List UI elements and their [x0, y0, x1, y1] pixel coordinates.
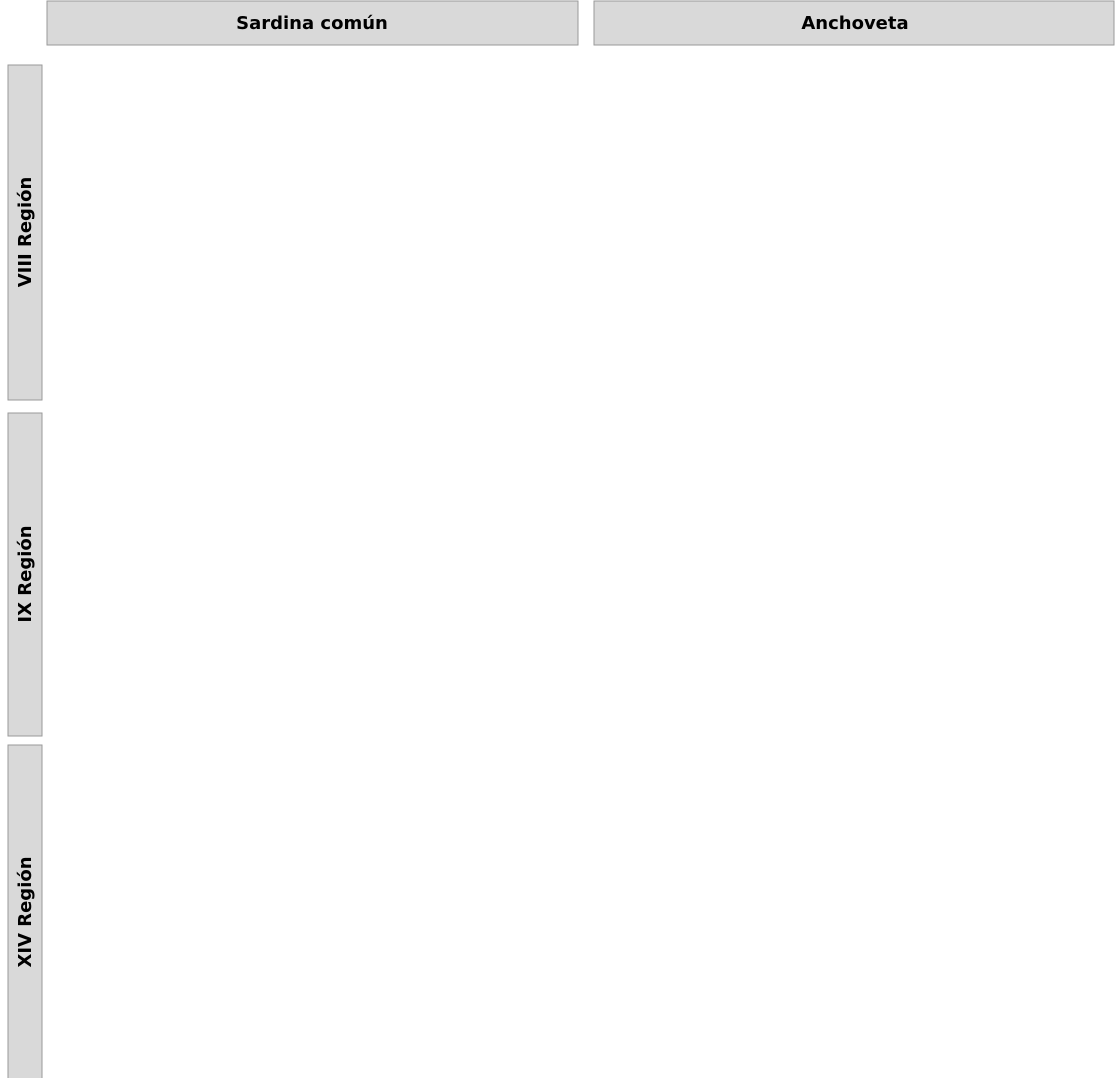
row-header: IX Región — [15, 525, 36, 622]
column-header: Sardina común — [236, 13, 388, 34]
column-header-box — [46, 0, 579, 46]
row-header-box — [7, 744, 43, 1078]
row-header-box — [7, 412, 43, 737]
row-header: XIV Región — [15, 856, 36, 967]
row-header-box — [7, 64, 43, 401]
column-header: Anchoveta — [801, 13, 908, 34]
column-header-box — [593, 0, 1115, 46]
row-header: VIII Región — [15, 177, 36, 288]
